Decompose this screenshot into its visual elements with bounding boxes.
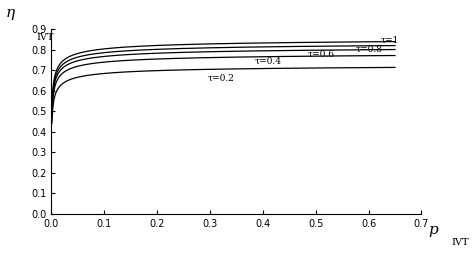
Text: τ=0.6: τ=0.6 [308,50,335,59]
Text: p: p [429,223,438,237]
Text: τ=0.2: τ=0.2 [207,74,234,83]
Text: IVT: IVT [451,238,469,247]
Text: IVT: IVT [36,33,54,42]
Text: η: η [5,6,14,20]
Text: τ=0.8: τ=0.8 [356,44,383,53]
Text: τ=0.4: τ=0.4 [255,57,282,66]
Text: τ=1: τ=1 [380,36,399,44]
